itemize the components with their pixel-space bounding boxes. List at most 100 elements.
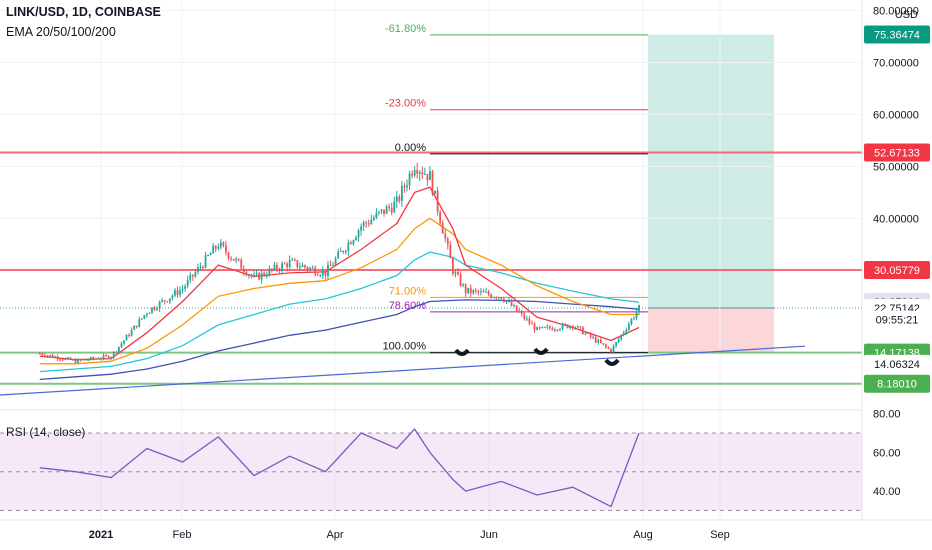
candle[interactable] (212, 245, 215, 254)
candle[interactable] (444, 233, 447, 239)
candle[interactable] (610, 348, 612, 353)
candle[interactable] (380, 209, 383, 212)
candle[interactable] (148, 312, 151, 314)
candle[interactable] (627, 324, 630, 330)
candle[interactable] (556, 329, 559, 331)
candle[interactable] (510, 301, 513, 306)
candle[interactable] (240, 259, 243, 269)
candle[interactable] (128, 335, 130, 337)
candle[interactable] (202, 266, 204, 268)
candle[interactable] (457, 272, 459, 275)
candle[interactable] (237, 258, 240, 260)
candle[interactable] (452, 258, 454, 274)
candle[interactable] (406, 185, 408, 188)
candle[interactable] (449, 244, 452, 259)
candle[interactable] (482, 291, 485, 293)
candle[interactable] (253, 274, 255, 276)
candle[interactable] (541, 326, 544, 329)
candle[interactable] (548, 326, 551, 329)
candle[interactable] (462, 284, 464, 286)
candle[interactable] (123, 340, 125, 344)
candle[interactable] (146, 313, 148, 316)
candle[interactable] (620, 334, 623, 340)
candle[interactable] (161, 300, 164, 302)
candle[interactable] (388, 206, 391, 208)
candle[interactable] (115, 351, 118, 353)
candle[interactable] (352, 240, 355, 245)
candle[interactable] (102, 355, 105, 359)
candle[interactable] (554, 329, 556, 331)
candle[interactable] (107, 355, 110, 359)
candle[interactable] (250, 274, 253, 276)
candle[interactable] (617, 339, 620, 343)
candle[interactable] (82, 359, 85, 361)
candle[interactable] (204, 255, 207, 268)
candle[interactable] (306, 267, 309, 270)
candle[interactable] (332, 264, 334, 266)
candle[interactable] (459, 274, 462, 286)
candle[interactable] (622, 332, 625, 335)
candle[interactable] (594, 337, 597, 343)
candle[interactable] (423, 174, 426, 176)
candle[interactable] (105, 355, 107, 357)
candle[interactable] (418, 172, 421, 174)
candle[interactable] (513, 305, 515, 307)
candle[interactable] (559, 328, 561, 331)
candle[interactable] (191, 274, 194, 277)
candle[interactable] (286, 263, 289, 268)
candle[interactable] (260, 272, 263, 280)
candle[interactable] (270, 268, 273, 270)
candle[interactable] (230, 258, 232, 260)
candle[interactable] (87, 359, 90, 361)
candle[interactable] (79, 359, 82, 361)
candle[interactable] (296, 260, 299, 268)
candle[interactable] (469, 287, 472, 294)
candle[interactable] (515, 305, 518, 311)
candle[interactable] (186, 279, 189, 287)
candle[interactable] (44, 355, 46, 357)
candle[interactable] (130, 329, 133, 336)
candle[interactable] (214, 245, 217, 249)
candle[interactable] (125, 335, 128, 341)
candle[interactable] (321, 270, 324, 276)
candle[interactable] (77, 359, 79, 363)
candle[interactable] (599, 340, 602, 344)
candle[interactable] (464, 284, 467, 294)
candle[interactable] (168, 298, 171, 302)
candle[interactable] (497, 297, 500, 299)
candle[interactable] (355, 237, 357, 241)
candle[interactable] (153, 307, 156, 310)
candle[interactable] (112, 351, 115, 358)
candle[interactable] (110, 357, 113, 359)
candle[interactable] (605, 344, 607, 348)
candle[interactable] (135, 325, 138, 328)
candle[interactable] (278, 269, 281, 271)
candle[interactable] (263, 272, 266, 276)
loss-zone[interactable] (648, 307, 774, 353)
ema-50-line[interactable] (39, 217, 639, 365)
candle[interactable] (207, 255, 209, 257)
candle[interactable] (357, 230, 360, 238)
candle[interactable] (592, 336, 595, 338)
candle[interactable] (441, 223, 444, 234)
candle[interactable] (69, 357, 72, 360)
candle[interactable] (561, 323, 564, 329)
candle[interactable] (508, 301, 510, 303)
candle[interactable] (431, 171, 434, 195)
trend-line[interactable] (0, 345, 806, 396)
candle[interactable] (367, 223, 370, 225)
candle[interactable] (472, 290, 475, 294)
ema-20-line[interactable] (39, 186, 640, 361)
bottom-marker[interactable] (533, 347, 549, 355)
candle[interactable] (163, 300, 166, 302)
candle[interactable] (174, 290, 176, 296)
candle[interactable] (520, 312, 523, 314)
candle[interactable] (197, 267, 199, 273)
candle[interactable] (571, 325, 574, 328)
candle[interactable] (258, 272, 260, 280)
candle[interactable] (301, 265, 304, 267)
candle[interactable] (97, 358, 100, 360)
candle[interactable] (612, 345, 615, 353)
candle[interactable] (222, 242, 225, 246)
